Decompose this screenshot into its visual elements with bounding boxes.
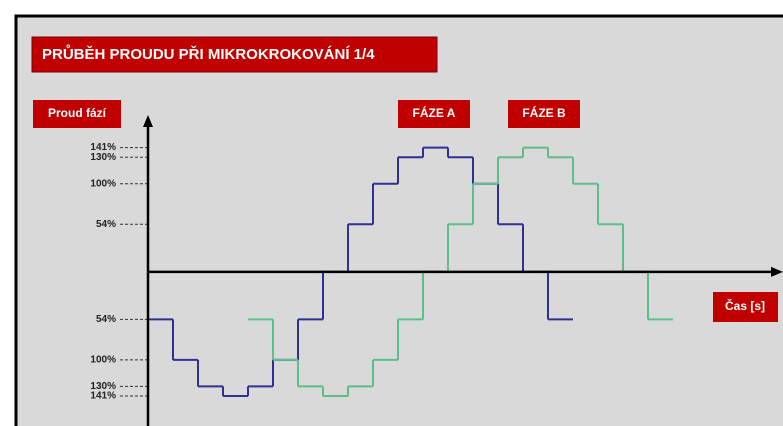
y-tick-label: 100% — [90, 355, 116, 366]
legend-label: FÁZE B — [522, 105, 566, 120]
x-axis-arrow — [771, 266, 783, 277]
legend-box — [398, 100, 470, 128]
title-box — [31, 36, 438, 73]
chart-title: PRŮBĚH PROUDU PŘI MIKROKROKOVÁNÍ 1/4 — [42, 44, 375, 63]
y-tick-label: 100% — [90, 178, 116, 189]
panel — [14, 14, 783, 426]
y-axis-label: Proud fází — [48, 106, 107, 120]
legend-label: FÁZE A — [413, 105, 456, 120]
y-tick-label: 130% — [90, 152, 116, 163]
legend-box — [508, 100, 580, 128]
y-tick-label: 54% — [96, 219, 116, 230]
y-tick-label: 54% — [96, 314, 116, 325]
y-tick-label: 141% — [90, 391, 116, 402]
y-tick-label: 141% — [90, 142, 116, 153]
y-axis-arrow — [143, 115, 153, 127]
y-label-box — [33, 100, 121, 128]
y-tick-label: 130% — [90, 381, 116, 392]
x-axis-label: Čas [s] — [725, 298, 765, 313]
x-label-box — [713, 292, 778, 322]
